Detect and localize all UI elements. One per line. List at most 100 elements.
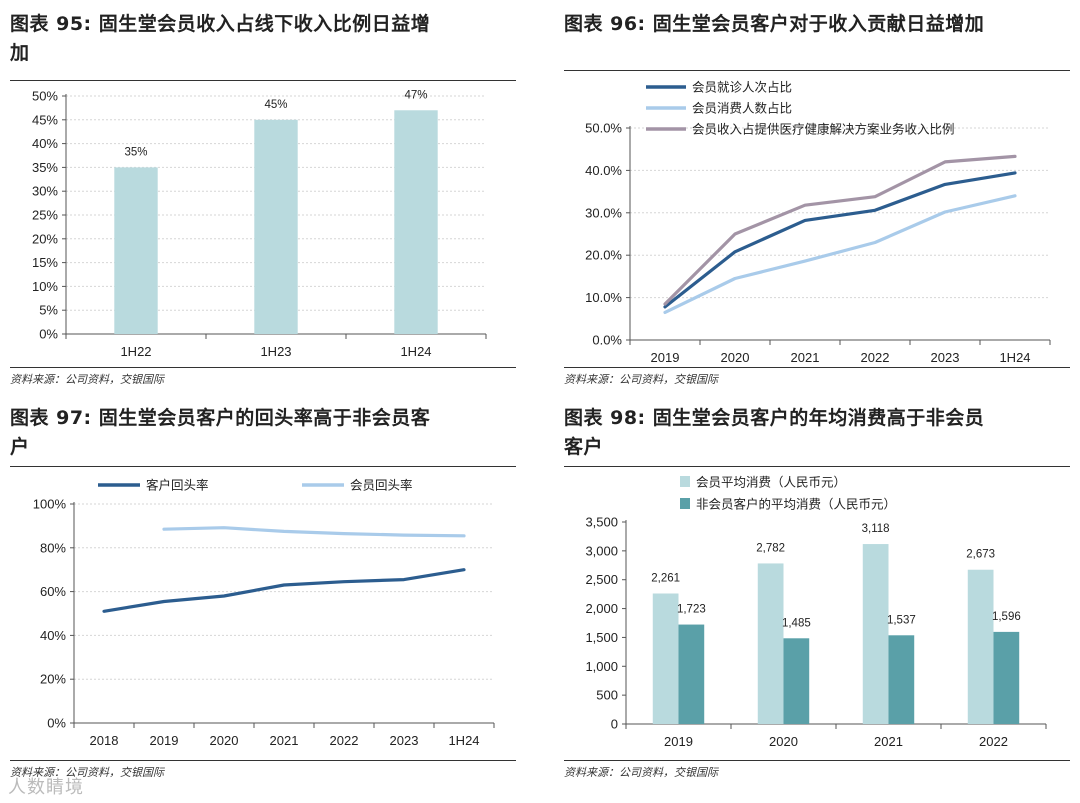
source-rule bbox=[564, 760, 1070, 761]
y-tick-label: 20% bbox=[40, 672, 66, 687]
data-label: 2,782 bbox=[756, 542, 785, 554]
x-tick-label: 1H22 bbox=[120, 344, 151, 359]
chart-title-96: 图表 96: 固生堂会员客户对于收入贡献日益增加 bbox=[564, 10, 984, 39]
x-tick-label: 2023 bbox=[390, 733, 419, 748]
x-tick-label: 2020 bbox=[210, 733, 239, 748]
x-tick-label: 2022 bbox=[979, 734, 1008, 749]
legend-swatch bbox=[680, 498, 690, 509]
bar bbox=[888, 635, 915, 724]
title-rule bbox=[564, 466, 1070, 467]
y-tick-label: 0% bbox=[39, 327, 58, 342]
bar bbox=[254, 119, 298, 334]
y-tick-label: 30.0% bbox=[585, 205, 622, 220]
bar bbox=[993, 631, 1020, 724]
chart-panel-98: 图表 98: 固生堂会员客户的年均消费高于非会员 客户 0 500 1,000 1,5… bbox=[564, 404, 1070, 784]
bar bbox=[757, 563, 784, 724]
legend-label: 非会员客户的平均消费（人民币元） bbox=[696, 497, 896, 512]
data-label: 1,596 bbox=[992, 611, 1021, 623]
y-tick-label: 2,000 bbox=[585, 601, 618, 616]
title-rule bbox=[10, 80, 516, 81]
y-tick-label: 10.0% bbox=[585, 290, 622, 305]
x-tick-label: 2022 bbox=[861, 350, 890, 365]
y-tick-label: 100% bbox=[33, 497, 67, 512]
source-note: 资料来源：公司资料，交银国际 bbox=[564, 373, 718, 386]
x-tick-label: 2020 bbox=[721, 350, 750, 365]
bar bbox=[394, 110, 438, 334]
y-tick-label: 15% bbox=[32, 255, 58, 270]
y-tick-label: 2,500 bbox=[585, 572, 618, 587]
watermark: 人数睛境 bbox=[8, 777, 84, 798]
y-tick-label: 0% bbox=[47, 716, 66, 731]
y-tick-label: 30% bbox=[32, 184, 58, 199]
x-tick-label: 2020 bbox=[769, 734, 798, 749]
y-tick-label: 20% bbox=[32, 231, 58, 246]
x-tick-label: 1H23 bbox=[260, 344, 291, 359]
bar bbox=[967, 569, 994, 724]
y-tick-label: 25% bbox=[32, 208, 58, 223]
y-tick-label: 40% bbox=[40, 628, 66, 643]
line-chart-return-rate: 0% 20% 40% 60% 80% 100% 2018 2019 2020 2021 2022 20… bbox=[33, 478, 495, 748]
data-label: 1,537 bbox=[887, 614, 916, 626]
x-tick-label: 2019 bbox=[150, 733, 179, 748]
chart-title-95: 图表 95: 固生堂会员收入占线下收入比例日益增 加 bbox=[10, 10, 430, 68]
y-tick-label: 40% bbox=[32, 136, 58, 151]
data-label: 1,723 bbox=[677, 604, 706, 616]
source-note: 资料来源：公司资料，交银国际 bbox=[10, 766, 164, 779]
x-tick-label: 2022 bbox=[330, 733, 359, 748]
title-rule bbox=[564, 70, 1070, 71]
y-tick-label: 5% bbox=[39, 303, 58, 318]
chart-title-line: 图表 97: 固生堂会员客户的回头率高于非会员客 bbox=[10, 407, 431, 429]
source-rule bbox=[10, 367, 516, 368]
y-tick-label: 60% bbox=[40, 584, 66, 599]
x-tick-label: 2021 bbox=[874, 734, 903, 749]
y-tick-label: 1,000 bbox=[585, 659, 618, 674]
legend-label: 会员收入占提供医疗健康解决方案业务收入比例 bbox=[692, 122, 955, 137]
legend-label: 会员平均消费（人民币元） bbox=[696, 475, 846, 490]
x-tick-label: 2019 bbox=[664, 734, 693, 749]
source-rule bbox=[564, 367, 1070, 368]
chart-title-line: 加 bbox=[10, 42, 30, 64]
chart-title-line: 图表 96: 固生堂会员客户对于收入贡献日益增加 bbox=[564, 13, 985, 35]
bar bbox=[652, 593, 679, 724]
x-tick-label: 2018 bbox=[90, 733, 119, 748]
x-tick-label: 2019 bbox=[651, 350, 680, 365]
series-line bbox=[102, 568, 466, 613]
y-tick-label: 35% bbox=[32, 160, 58, 175]
series-line bbox=[162, 526, 466, 538]
line-chart-member-contribution: 0.0% 10.0% 20.0% 30.0% 40.0% 50.0% 2019 2020 202… bbox=[585, 80, 1051, 365]
bar bbox=[783, 638, 810, 724]
x-tick-label: 1H24 bbox=[448, 733, 479, 748]
chart-title-98: 图表 98: 固生堂会员客户的年均消费高于非会员 客户 bbox=[564, 404, 984, 462]
y-tick-label: 20.0% bbox=[585, 248, 622, 263]
y-tick-label: 50% bbox=[32, 89, 58, 104]
chart-panel-95: 图表 95: 固生堂会员收入占线下收入比例日益增 加 0% 5% 10% 15% 20%… bbox=[10, 10, 516, 390]
chart-panel-96: 图表 96: 固生堂会员客户对于收入贡献日益增加 0.0% 10.0% 20.0% 3… bbox=[564, 10, 1070, 390]
legend-label: 会员消费人数占比 bbox=[692, 101, 792, 116]
y-tick-label: 10% bbox=[32, 279, 58, 294]
legend-label: 会员回头率 bbox=[350, 478, 413, 493]
title-rule bbox=[10, 466, 516, 467]
legend-label: 客户回头率 bbox=[146, 478, 209, 493]
data-label: 2,673 bbox=[966, 549, 995, 561]
y-tick-label: 3,500 bbox=[585, 515, 618, 530]
data-label: 47% bbox=[404, 89, 427, 101]
chart-title-line: 户 bbox=[10, 436, 30, 458]
bar-chart-member-revenue-share: 0% 5% 10% 15% 20% 25% 30% 35% 40% 45% 50% 1H22 1H23 1… bbox=[32, 89, 487, 359]
data-label: 3,118 bbox=[862, 523, 890, 535]
source-note: 资料来源：公司资料，交银国际 bbox=[10, 373, 164, 386]
y-tick-label: 1,500 bbox=[585, 630, 618, 645]
y-tick-label: 50.0% bbox=[585, 121, 622, 136]
legend-label: 会员就诊人次占比 bbox=[692, 80, 792, 95]
series-line bbox=[663, 171, 1017, 309]
series-line bbox=[663, 154, 1017, 306]
series-line bbox=[663, 194, 1017, 314]
y-tick-label: 500 bbox=[596, 688, 618, 703]
chart-title-line: 图表 95: 固生堂会员收入占线下收入比例日益增 bbox=[10, 13, 431, 35]
y-tick-label: 0 bbox=[611, 717, 618, 732]
data-label: 2,261 bbox=[651, 573, 680, 585]
bar bbox=[862, 544, 889, 724]
chart-panel-97: 图表 97: 固生堂会员客户的回头率高于非会员客 户 0% 20% 40% 60% 80… bbox=[10, 404, 516, 784]
data-label: 1,485 bbox=[782, 617, 811, 629]
bar-chart-average-spend: 0 500 1,000 1,500 2,000 2,500 3,000 3,500 2019 20… bbox=[585, 475, 1047, 749]
chart-title-line: 图表 98: 固生堂会员客户的年均消费高于非会员 bbox=[564, 407, 985, 429]
